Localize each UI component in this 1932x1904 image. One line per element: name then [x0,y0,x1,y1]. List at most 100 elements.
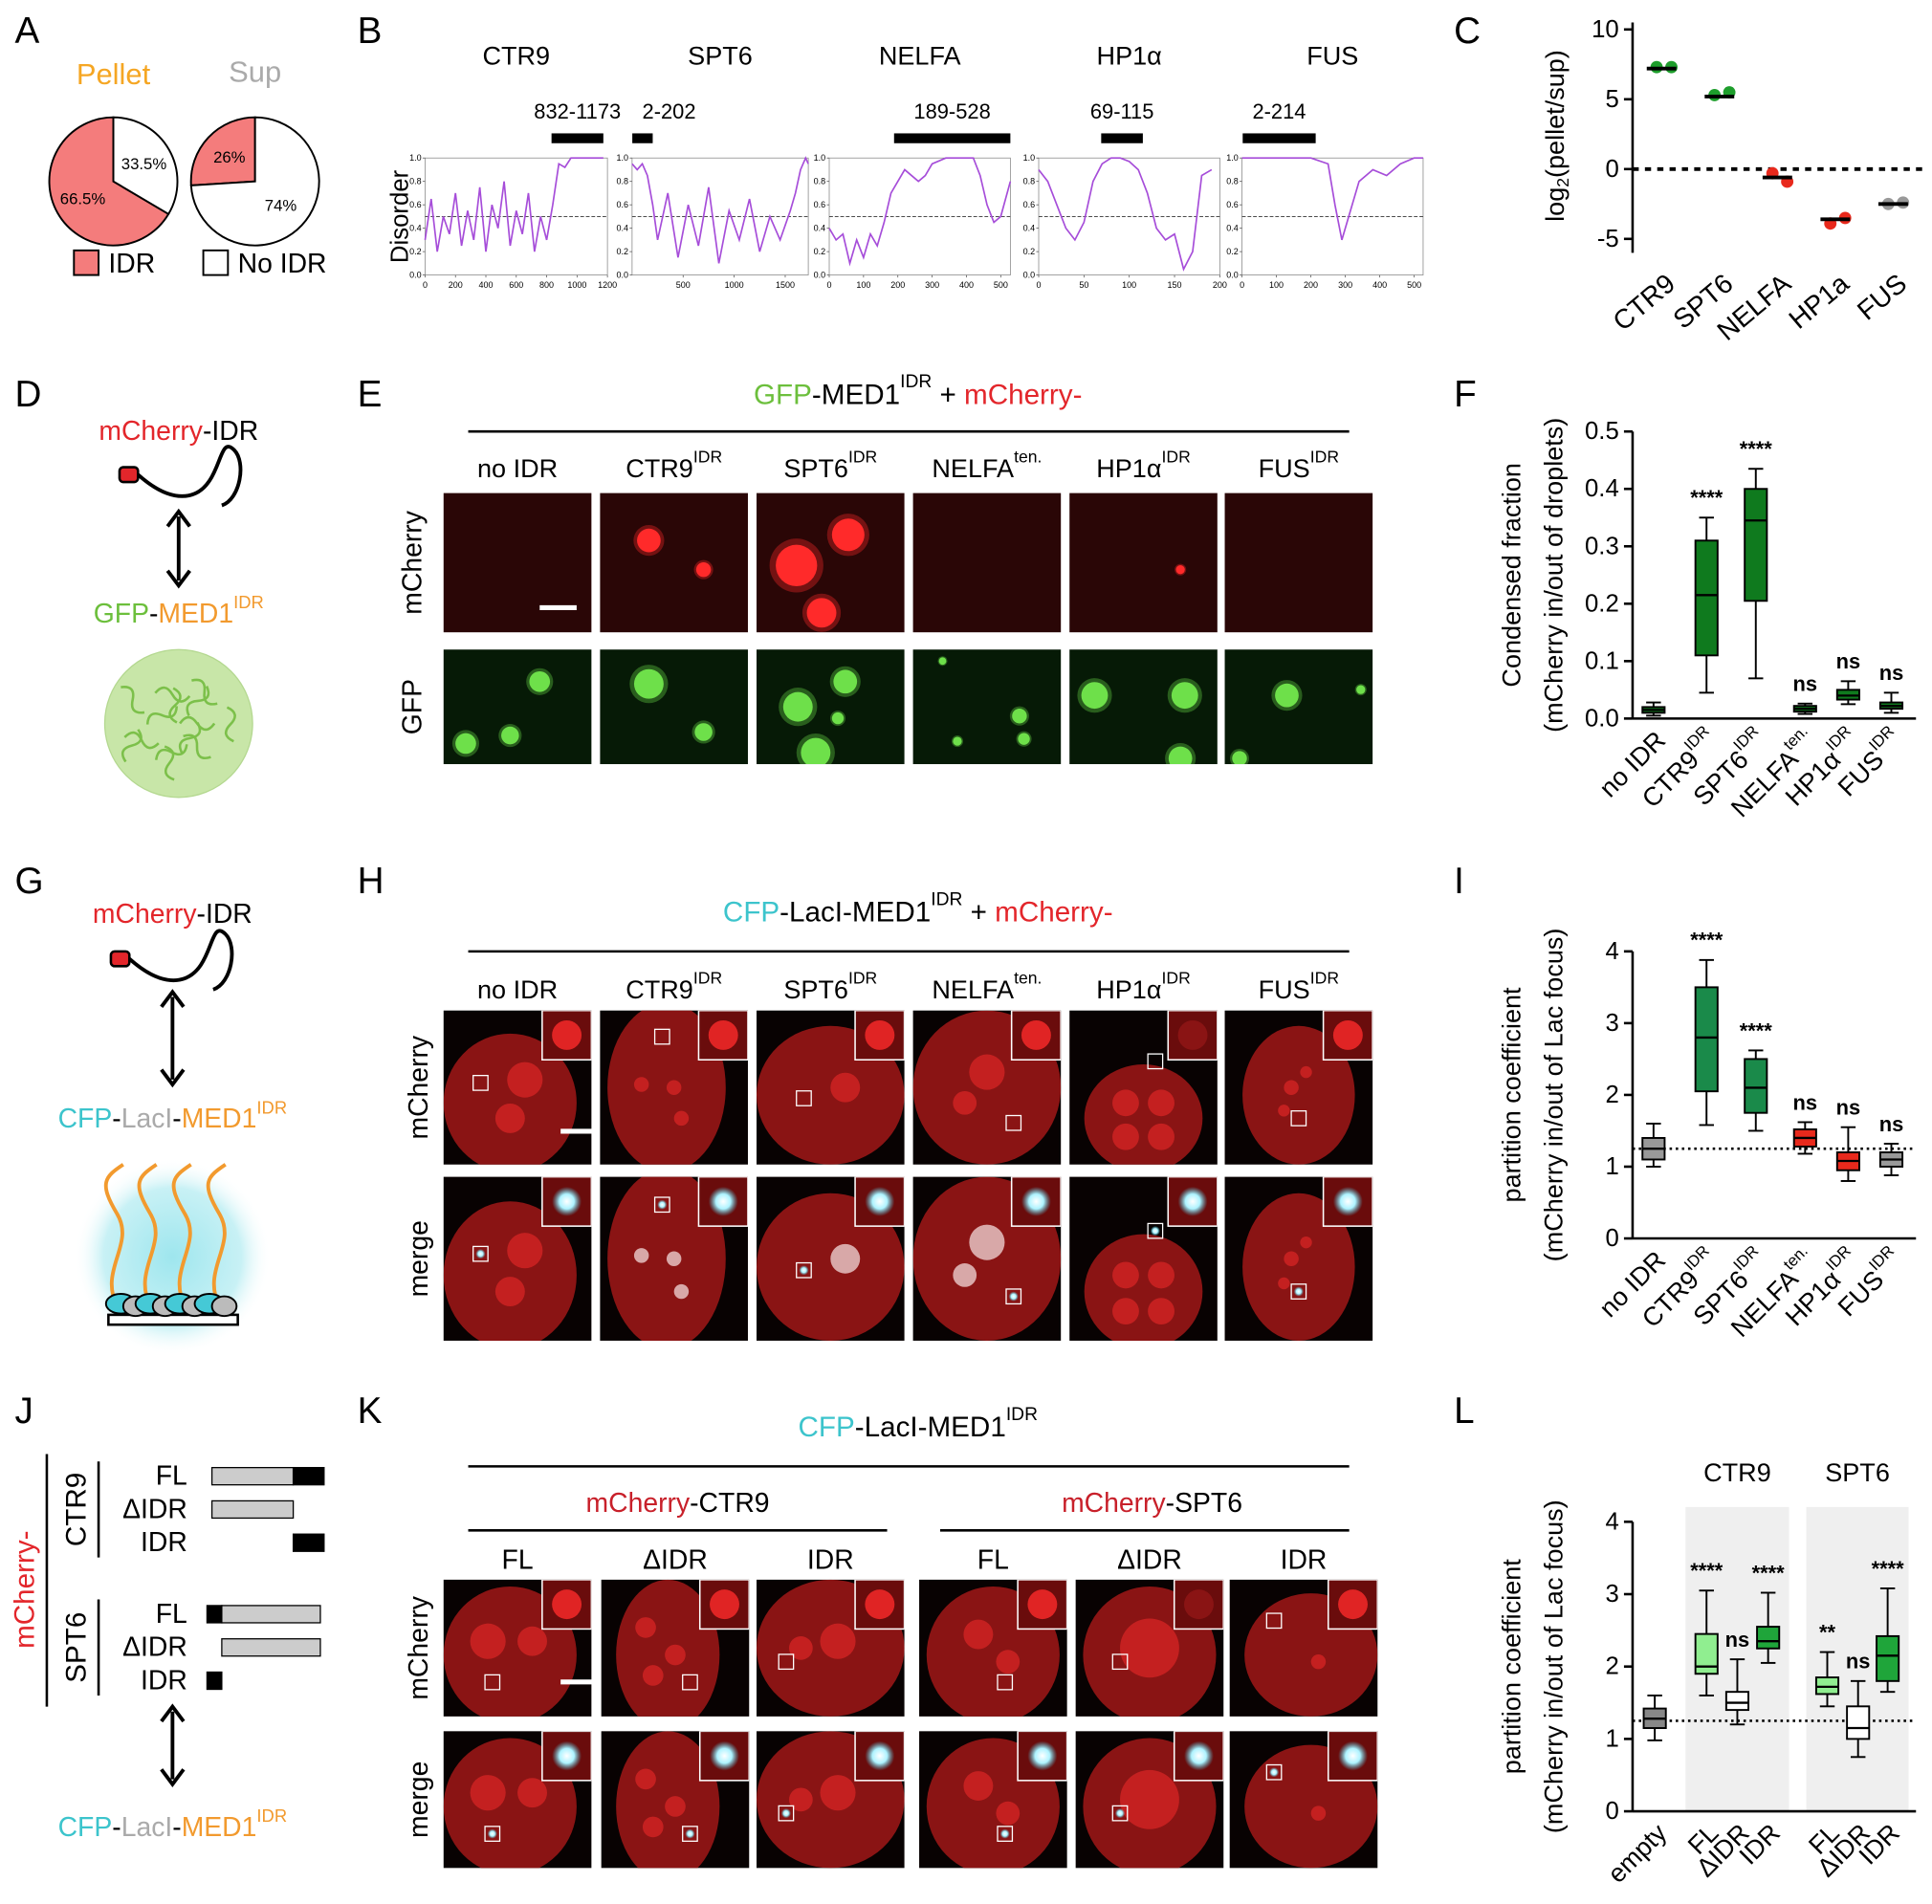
text-part: CFP [58,1812,113,1843]
column-label: ΔIDR [1117,1544,1182,1575]
roi-box [653,1196,670,1214]
text-part: LacI [121,1812,173,1843]
construct-prefix: mCherry- [9,1530,40,1648]
inset-spot [1338,1740,1368,1771]
nuclear-body [642,1665,664,1686]
text-part: ΔIDR [643,1544,708,1575]
construct-bar [206,1671,223,1691]
column-label: FL [977,1544,1009,1575]
x-tick-label: 0 [826,280,831,290]
nuclear-body [963,1771,994,1801]
y-tick-label: 1.0 [409,153,422,163]
med1-idr [103,1163,124,1307]
droplet [806,598,837,628]
inset-spot [1021,1019,1051,1050]
nuclear-body [494,1277,525,1307]
med1-strand [168,687,182,724]
text-part: + [932,379,964,410]
disorder-line [1241,157,1423,241]
droplet [501,726,519,745]
construct-name: FL [156,1599,187,1630]
box [1846,1705,1871,1740]
y-tick-label: 0.6 [1023,200,1036,209]
lac-focus [799,1265,809,1276]
y-tick-label: 0.8 [616,177,628,186]
nuclear-body [1120,1769,1179,1829]
nuclear-body [517,1778,547,1808]
column-label: HP1αIDR [1096,448,1191,483]
y-tick-label: 0.2 [1226,247,1239,256]
x-tick-label: 100 [1269,280,1284,290]
med1-idr [206,1163,227,1307]
panel-letter: G [14,861,43,902]
micrograph [600,492,748,633]
text-part: IDR [848,448,877,467]
roi-box [1111,1805,1129,1822]
y-axis-label: Condensed fraction [1498,463,1526,688]
text-part: mCherry [99,416,203,447]
droplet [776,544,818,586]
panel-letter: F [1454,374,1477,415]
text-part: IDR [256,1806,287,1826]
x-tick-label: 100 [1122,280,1136,290]
nuclear-body [633,1077,649,1092]
text-part: log [1541,187,1570,222]
nucleus [443,1033,577,1165]
pie-slice [189,116,256,186]
row-label: mCherry [398,510,428,614]
text-part: -CTR9 [690,1488,769,1519]
construct-group: SPT6 [60,1612,92,1683]
group-title: mCherry-CTR9 [586,1488,770,1519]
text-part: IDR [233,592,264,612]
text-part: CTR9 [626,454,693,483]
significance: ns [1725,1628,1750,1652]
lac-focus [780,1807,792,1819]
text-part: -MED1 [812,379,900,410]
y-tick-label: 5 [1605,86,1618,113]
nuclear-body [1284,1080,1299,1095]
inset-spot [1184,1589,1214,1620]
pie-value-label: 26% [213,148,246,166]
nuclear-body [963,1619,994,1650]
roi-box [1265,1612,1283,1630]
inset [1322,1176,1373,1227]
micrograph-content [451,667,554,757]
lac-array [107,1313,239,1326]
micrograph-content [1244,1579,1378,1717]
micrograph-content [607,1010,748,1165]
inset-spot [865,1186,895,1216]
lac-focus [487,1828,497,1839]
box [1694,539,1719,657]
nuclear-body [1112,1123,1139,1150]
y-axis-label: (mCherry in/out of Lac focus) [1540,929,1569,1262]
roi-box [796,1261,812,1279]
text-part: ten. [1014,448,1042,467]
text-part: FUS [1833,1265,1889,1322]
micrograph-content [757,1176,905,1341]
med1-strand [178,722,202,755]
droplet [455,733,476,755]
column-label: FUSIDR [1259,969,1339,1004]
micrograph-content [1084,1176,1218,1341]
text-part: IDR [1310,969,1339,988]
x-tick-label: 200 [449,280,463,290]
group-title: mCherry-SPT6 [1062,1488,1242,1519]
x-tick-label: 300 [925,280,939,290]
panel-letter: E [358,374,383,415]
x-tick-label: FUS [1852,268,1913,326]
nuclear-body [789,1636,813,1660]
y-tick-label: 1.0 [814,153,826,163]
arrow-head [165,508,191,589]
box [1756,1626,1781,1650]
x-tick-label: 200 [890,280,905,290]
column-label: ΔIDR [643,1544,708,1575]
nuclear-body [820,1775,856,1811]
med1-strand [121,686,145,714]
inset [1173,1579,1224,1630]
text-part: MED1 [182,1812,257,1843]
x-tick-label: 0 [1036,280,1041,290]
text-part: - [149,599,158,629]
y-tick-label: 0.2 [616,247,628,256]
med1-strand [121,729,143,763]
nuclear-body [1148,1261,1175,1289]
